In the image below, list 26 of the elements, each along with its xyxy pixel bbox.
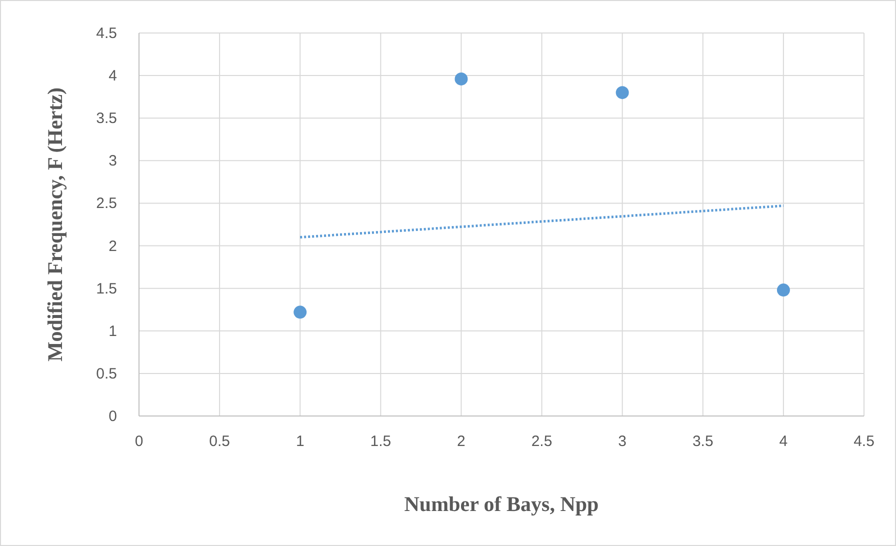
y-tick-label: 2 [108,238,117,255]
x-tick-label: 4 [779,433,788,450]
x-tick-label: 4.5 [854,433,874,450]
point [294,306,307,319]
y-axis-title: Modified Frequency, F (Hertz) [43,87,67,362]
y-tick-label: 0 [108,408,117,425]
y-tick-label: 4.5 [96,25,117,42]
x-tick-label: 2 [457,433,466,450]
y-tick-label: 4 [108,68,117,85]
y-tick-label: 0.5 [96,365,117,382]
point [616,86,629,100]
y-tick-label: 1.5 [96,280,117,298]
y-tick-label: 3.5 [96,110,117,128]
point [776,284,790,297]
x-tick-label: 0 [134,433,144,450]
x-axis-title: Number of Bays, Npp [404,492,599,516]
y-tick-label: 1 [108,322,117,340]
y-tick-label: 3 [108,152,117,170]
x-tick-label: 2.5 [531,433,552,450]
x-tick-label: 3.5 [692,433,714,450]
x-tick-label: 1 [296,433,304,450]
y-tick-label: 2.5 [96,195,117,212]
x-tick-label: 3 [618,433,627,450]
x-tick-label: 1.5 [370,433,392,450]
x-tick-label: 0.5 [209,433,230,450]
point [454,72,468,86]
